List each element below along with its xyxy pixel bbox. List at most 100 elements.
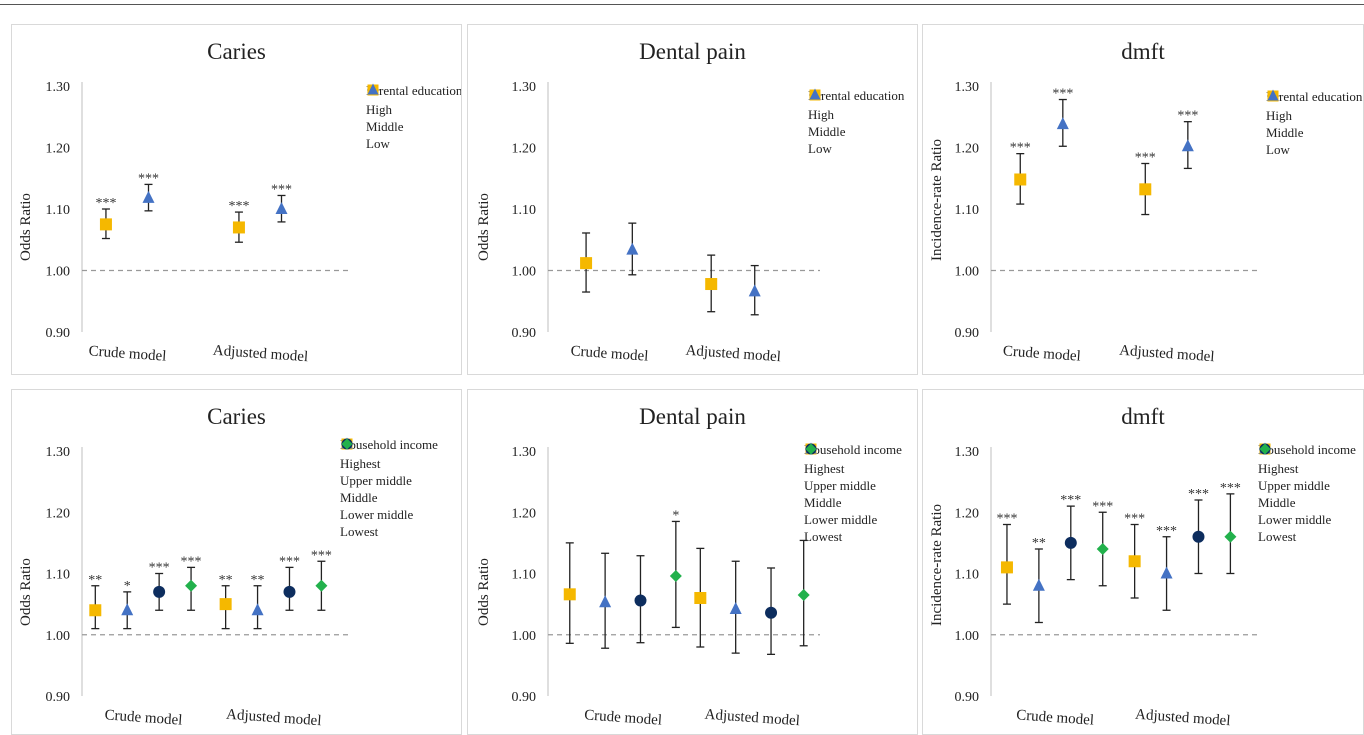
significance-label: ***: [271, 182, 292, 197]
legend-marker-icon: [367, 83, 379, 95]
data-point: [563, 588, 576, 601]
y-tick-label: 1.20: [46, 506, 71, 521]
legend-label: Lower middle: [340, 506, 414, 522]
data-point: [705, 278, 718, 291]
y-tick-label: 1.10: [955, 568, 980, 583]
y-tick-label: 0.90: [46, 690, 71, 705]
y-tick-label: 1.20: [955, 506, 980, 521]
legend: Household income Highest Upper middle Middl…: [1258, 442, 1356, 545]
data-point: [185, 579, 198, 592]
chart-panel: Dental pain Odds Ratio 0.90 1.00 1.10 1.20 1.3…: [467, 389, 918, 735]
legend-label: Upper middle: [1258, 477, 1330, 493]
data-point: [1064, 536, 1077, 549]
data-point: [1014, 173, 1027, 186]
y-tick-label: 1.30: [512, 445, 537, 460]
data-point: [1181, 139, 1194, 152]
legend-label: Lower middle: [804, 511, 878, 527]
chart-panel: Dental pain Odds Ratio 0.90 1.00 1.10 1.20 1.3…: [467, 24, 918, 375]
data-point: [153, 585, 166, 598]
x-category-label: Adjusted model: [1135, 707, 1231, 730]
significance-label: ***: [1124, 512, 1145, 527]
y-tick-label: 1.10: [46, 568, 71, 583]
chart-canvas: 0.90 1.00 1.10 1.20 1.30 Crude model Adjusted …: [46, 80, 348, 366]
legend: Parental education High Middle Low: [366, 83, 461, 152]
data-point: [251, 603, 264, 616]
significance-label: **: [251, 573, 265, 588]
y-tick-label: 1.20: [955, 142, 980, 157]
legend-label: Highest: [340, 455, 381, 471]
data-point: [765, 606, 778, 619]
y-tick-label: 0.90: [955, 326, 980, 341]
significance-label: *: [124, 579, 131, 594]
legend-title: Household income: [804, 442, 902, 457]
chart-canvas: 0.90 1.00 1.10 1.20 1.30 Crude model Adjusted …: [46, 445, 348, 729]
legend-item: Middle: [1266, 90, 1362, 141]
legend-item: Middle: [366, 84, 461, 135]
y-tick-label: 0.90: [512, 326, 537, 341]
legend-item: Low: [366, 83, 461, 152]
chart-title: Dental pain: [639, 39, 746, 64]
y-tick-label: 1.00: [955, 265, 980, 280]
legend-item: Low: [808, 88, 904, 157]
legend-title: Household income: [340, 437, 438, 452]
legend-item: Lowest: [1258, 443, 1356, 545]
data-point: [1000, 561, 1013, 574]
legend: Household income Highest Upper middle Middl…: [804, 442, 902, 545]
legend-item: Highest: [340, 443, 438, 472]
significance-label: *: [672, 508, 679, 523]
data-point: [1224, 530, 1237, 543]
chart-panel: Caries Odds Ratio 0.90 1.00 1.10 1.20 1.30 Crud…: [11, 24, 462, 375]
data-point: [1096, 543, 1109, 555]
data-point: [599, 595, 612, 608]
data-point: [89, 604, 102, 617]
x-category-label: Crude model: [1002, 343, 1081, 364]
legend: Household income Highest Upper middle Middl…: [340, 437, 438, 540]
legend-item: Lowest: [340, 438, 438, 540]
legend-label: Middle: [1266, 124, 1304, 140]
significance-label: ***: [311, 548, 332, 563]
data-point: [232, 221, 245, 234]
x-category-label: Adjusted model: [212, 343, 308, 366]
legend-label: Lowest: [1258, 528, 1297, 544]
data-point: [748, 284, 761, 297]
y-tick-label: 1.20: [46, 142, 71, 157]
y-tick-label: 0.90: [955, 690, 980, 705]
legend-label: Middle: [340, 489, 378, 505]
data-point: [283, 585, 296, 598]
legend-label: Middle: [808, 123, 846, 139]
legend-item: Lower middle: [1258, 443, 1356, 528]
y-tick-label: 1.20: [512, 142, 537, 157]
data-point: [580, 257, 593, 270]
data-point: [729, 602, 742, 615]
legend-item: Lower middle: [340, 438, 438, 523]
legend-label: Low: [366, 135, 390, 151]
y-tick-label: 1.20: [512, 506, 537, 521]
x-category-label: Adjusted model: [1119, 343, 1215, 366]
chart-canvas: 0.90 1.00 1.10 1.20 1.30 Crude model Adjusted …: [955, 445, 1257, 730]
significance-label: ***: [228, 199, 249, 214]
legend-title: Parental education: [1266, 89, 1363, 104]
y-tick-label: 1.00: [46, 265, 71, 280]
legend-item: Lowest: [804, 443, 902, 545]
legend-label: Upper middle: [340, 472, 412, 488]
data-point: [694, 592, 707, 604]
data-point: [1139, 183, 1152, 196]
x-category-label: Crude model: [570, 343, 649, 364]
data-point: [1192, 530, 1205, 543]
y-tick-label: 1.00: [46, 629, 71, 644]
legend-label: Low: [1266, 141, 1290, 157]
legend-title: Household income: [1258, 442, 1356, 457]
legend-item: Middle: [804, 442, 902, 511]
legend: Parental education High Middle Low: [808, 88, 904, 157]
y-tick-label: 1.30: [955, 445, 980, 460]
legend-label: Lowest: [804, 528, 843, 544]
legend-label: High: [808, 106, 834, 122]
y-tick-label: 0.90: [512, 690, 537, 705]
significance-label: ***: [996, 512, 1017, 527]
legend-label: Middle: [804, 494, 842, 510]
legend-marker-icon: [341, 438, 353, 450]
legend-item: Upper middle: [1258, 443, 1356, 494]
legend-item: Low: [1266, 89, 1362, 158]
chart-panel: dmft Incidence-rate Ratio 0.90 1.00 1.10 1.20…: [922, 24, 1364, 375]
data-point: [142, 190, 155, 203]
